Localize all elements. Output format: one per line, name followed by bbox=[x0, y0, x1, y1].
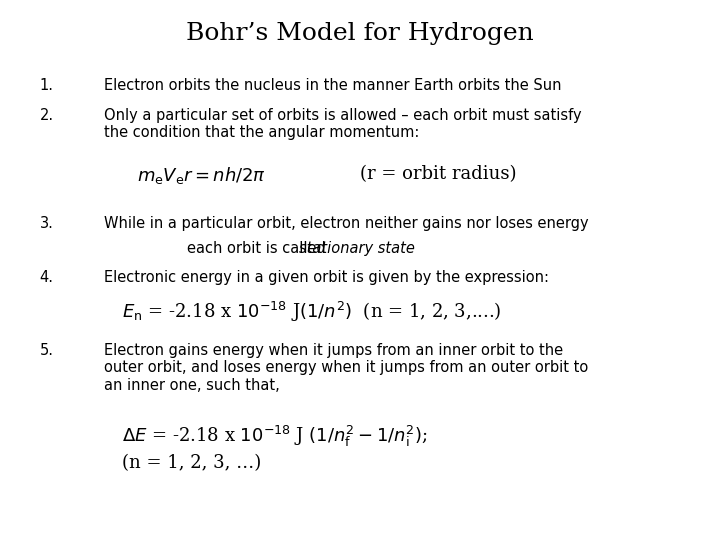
Text: Bohr’s Model for Hydrogen: Bohr’s Model for Hydrogen bbox=[186, 22, 534, 45]
Text: 4.: 4. bbox=[40, 270, 53, 285]
Text: Electron orbits the nucleus in the manner Earth orbits the Sun: Electron orbits the nucleus in the manne… bbox=[104, 78, 562, 93]
Text: 1.: 1. bbox=[40, 78, 53, 93]
Text: 5.: 5. bbox=[40, 343, 53, 358]
Text: each orbit is called: each orbit is called bbox=[187, 241, 330, 256]
Text: Only a particular set of orbits is allowed – each orbit must satisfy
the conditi: Only a particular set of orbits is allow… bbox=[104, 108, 582, 140]
Text: stationary state: stationary state bbox=[299, 241, 415, 256]
Text: $m_\mathrm{e}V_\mathrm{e}r = nh/2\pi$: $m_\mathrm{e}V_\mathrm{e}r = nh/2\pi$ bbox=[137, 165, 266, 186]
Text: 2.: 2. bbox=[40, 108, 54, 123]
Text: 3.: 3. bbox=[40, 216, 53, 231]
Text: (r = orbit radius): (r = orbit radius) bbox=[360, 165, 516, 183]
Text: Electron gains energy when it jumps from an inner orbit to the
outer orbit, and : Electron gains energy when it jumps from… bbox=[104, 343, 589, 393]
Text: $\Delta E$ = -2.18 x $10^{-18}$ J $(1/n_\mathrm{f}^2 - 1/n_\mathrm{i}^2)$;: $\Delta E$ = -2.18 x $10^{-18}$ J $(1/n_… bbox=[122, 424, 428, 449]
Text: (n = 1, 2, 3, …): (n = 1, 2, 3, …) bbox=[122, 454, 261, 471]
Text: While in a particular orbit, electron neither gains nor loses energy: While in a particular orbit, electron ne… bbox=[104, 216, 589, 231]
Text: Electronic energy in a given orbit is given by the expression:: Electronic energy in a given orbit is gi… bbox=[104, 270, 549, 285]
Text: $E_\mathrm{n}$ = -2.18 x $10^{-18}$ J$(1/n^2)$  (n = 1, 2, 3,....): $E_\mathrm{n}$ = -2.18 x $10^{-18}$ J$(1… bbox=[122, 300, 502, 324]
